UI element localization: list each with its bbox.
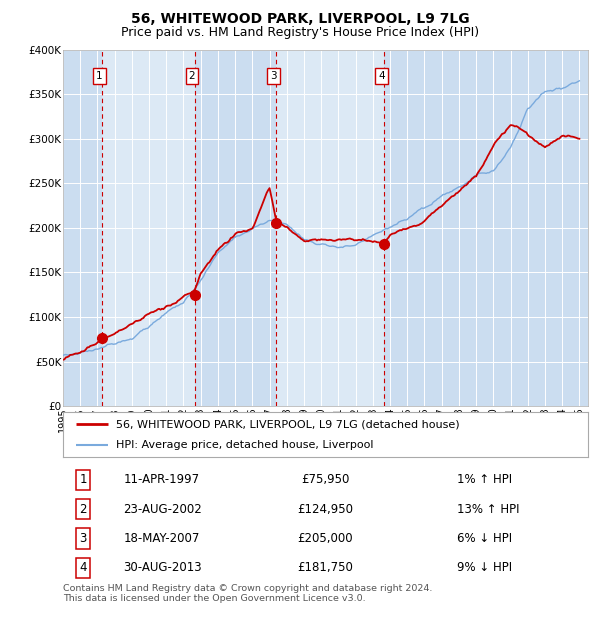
Text: 3: 3 xyxy=(270,71,277,81)
Text: 56, WHITEWOOD PARK, LIVERPOOL, L9 7LG (detached house): 56, WHITEWOOD PARK, LIVERPOOL, L9 7LG (d… xyxy=(115,419,459,430)
Text: £181,750: £181,750 xyxy=(298,562,353,574)
Text: 2: 2 xyxy=(79,503,87,515)
Text: 11-APR-1997: 11-APR-1997 xyxy=(124,473,199,486)
Text: HPI: Average price, detached house, Liverpool: HPI: Average price, detached house, Live… xyxy=(115,440,373,450)
Bar xyxy=(384,50,588,406)
Text: 23-AUG-2002: 23-AUG-2002 xyxy=(124,503,202,515)
Text: Price paid vs. HM Land Registry's House Price Index (HPI): Price paid vs. HM Land Registry's House … xyxy=(121,26,479,39)
Text: 4: 4 xyxy=(79,562,87,574)
Text: Contains HM Land Registry data © Crown copyright and database right 2024.
This d: Contains HM Land Registry data © Crown c… xyxy=(63,584,433,603)
Bar xyxy=(63,50,102,406)
Bar xyxy=(194,50,276,406)
Text: 2: 2 xyxy=(188,71,195,81)
Text: 1: 1 xyxy=(79,473,87,486)
Text: £205,000: £205,000 xyxy=(298,532,353,545)
Text: 18-MAY-2007: 18-MAY-2007 xyxy=(124,532,200,545)
Text: 3: 3 xyxy=(79,532,86,545)
Text: 6% ↓ HPI: 6% ↓ HPI xyxy=(457,532,512,545)
Text: £124,950: £124,950 xyxy=(298,503,353,515)
Text: 30-AUG-2013: 30-AUG-2013 xyxy=(124,562,202,574)
Text: 13% ↑ HPI: 13% ↑ HPI xyxy=(457,503,519,515)
Text: 1% ↑ HPI: 1% ↑ HPI xyxy=(457,473,512,486)
Text: £75,950: £75,950 xyxy=(301,473,350,486)
Text: 9% ↓ HPI: 9% ↓ HPI xyxy=(457,562,512,574)
Text: 4: 4 xyxy=(379,71,385,81)
Text: 56, WHITEWOOD PARK, LIVERPOOL, L9 7LG: 56, WHITEWOOD PARK, LIVERPOOL, L9 7LG xyxy=(131,12,469,27)
Text: 1: 1 xyxy=(96,71,103,81)
